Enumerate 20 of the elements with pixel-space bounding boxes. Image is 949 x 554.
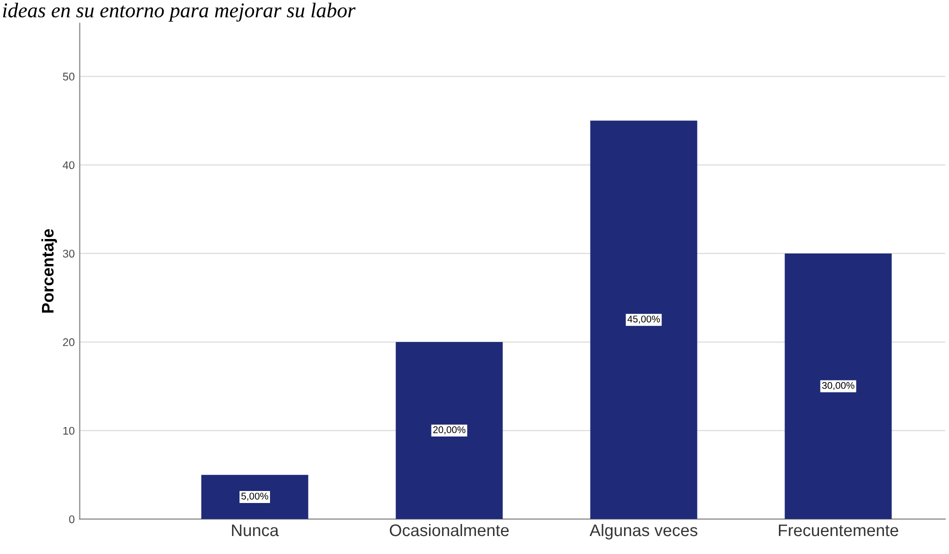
x-tick-label: Nunca: [232, 524, 279, 536]
y-tick-label: 20: [63, 338, 74, 346]
data-label: 45,00%: [627, 316, 660, 324]
data-label: 5,00%: [241, 492, 268, 501]
bar: [396, 342, 503, 520]
x-tick-label: Algunas veces: [590, 524, 698, 540]
x-tick-label: Ocasionalmente: [390, 524, 509, 536]
y-tick-label: 10: [63, 426, 74, 435]
x-tick-label: Frecuentemente: [778, 524, 898, 536]
y-axis-title: Porcentaje: [41, 229, 57, 313]
y-tick-label: 50: [62, 72, 74, 81]
data-label: 30,00%: [822, 382, 854, 390]
chart-title: ideas en su entorno para mejorar su labor: [3, 2, 356, 22]
y-tick-label: 30: [62, 250, 74, 258]
y-tick-label: 0: [69, 515, 74, 524]
y-tick-label: 40: [62, 161, 74, 170]
bar: [784, 253, 892, 520]
data-label: 20,00%: [433, 426, 466, 434]
bar: [201, 474, 308, 520]
bar: [590, 120, 698, 520]
